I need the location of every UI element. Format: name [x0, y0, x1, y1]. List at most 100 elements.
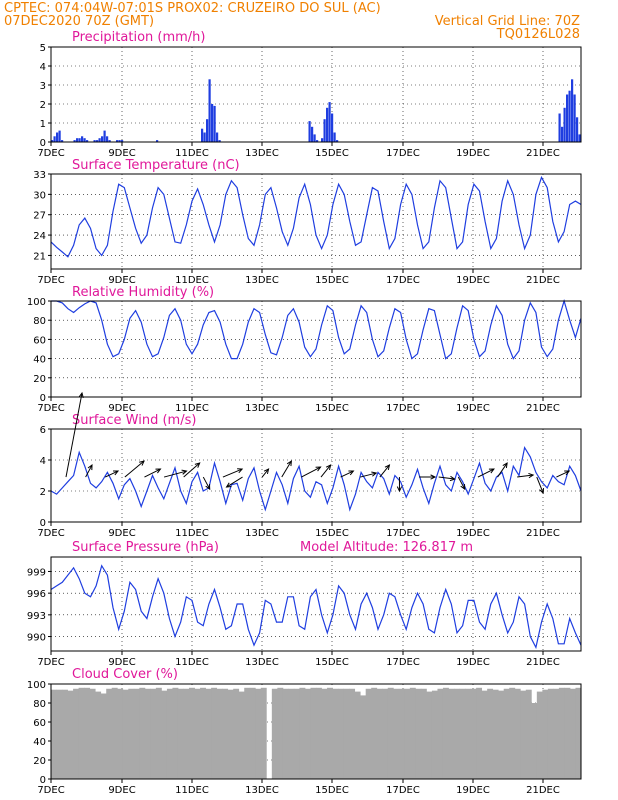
- wind-arrow: [320, 464, 331, 478]
- pressure-xtick-label: 13DEC: [245, 657, 279, 668]
- pressure-xtick-label: 15DEC: [315, 657, 349, 668]
- precip-bar: [573, 94, 576, 142]
- precip-bar: [86, 140, 89, 142]
- cloud-bar: [89, 688, 96, 779]
- precip-xtick-label: 13DEC: [245, 148, 279, 159]
- precip-bar: [566, 94, 569, 142]
- wind-arrow: [124, 460, 145, 478]
- cloud-bar: [106, 688, 113, 779]
- precip-bar: [61, 140, 64, 142]
- humidity-ytick-label: 100: [27, 297, 46, 308]
- pressure-frame: [50, 556, 582, 652]
- cloud-bar: [111, 687, 118, 779]
- cloud-bar: [100, 693, 107, 779]
- precip-bar: [208, 79, 211, 142]
- wind-xtick-label: 7DEC: [37, 528, 64, 539]
- wind-arrow: [379, 464, 390, 478]
- pressure-ytick-label: 996: [27, 589, 46, 600]
- precip-bar: [81, 136, 84, 142]
- wind-ytick-label: 2: [40, 487, 46, 498]
- precip-bar: [93, 140, 96, 142]
- pressure-xtick-label: 11DEC: [175, 657, 209, 668]
- cloud-bar: [51, 689, 57, 779]
- cloud-bar: [465, 688, 471, 779]
- cloud-ytick-label: 60: [33, 718, 46, 729]
- humidity-xtick-label: 19DEC: [456, 403, 490, 414]
- title-temperature: Surface Temperature (nC): [72, 158, 240, 173]
- title-precipitation: Precipitation (mm/h): [72, 30, 205, 45]
- humidity-xtick-label: 17DEC: [386, 403, 420, 414]
- precip-bar: [571, 79, 574, 142]
- cloud-bar: [442, 687, 449, 779]
- cloud-bar: [84, 687, 91, 779]
- precip-bar: [576, 117, 579, 142]
- wind-arrow: [163, 470, 187, 478]
- pressure-ytick-label: 990: [27, 633, 46, 644]
- cloud-xtick-label: 13DEC: [245, 785, 279, 796]
- cloud-bar: [277, 687, 284, 779]
- pressure-xtick-label: 9DEC: [108, 657, 135, 668]
- cloud-bar: [316, 687, 322, 779]
- cloud-bar: [564, 687, 571, 779]
- precip-bar: [103, 130, 106, 142]
- wind-arrow: [497, 462, 508, 478]
- precip-bar: [106, 136, 109, 142]
- cloud-bar: [288, 688, 295, 779]
- cloud-bar: [177, 688, 184, 779]
- cloud-xtick-label: 19DEC: [456, 785, 490, 796]
- precip-xtick-label: 7DEC: [37, 148, 64, 159]
- cloud-ytick-label: 100: [27, 680, 46, 691]
- cloud-ytick-label: 40: [33, 737, 46, 748]
- wind-xtick-label: 19DEC: [456, 528, 490, 539]
- cloud-bar: [420, 688, 427, 779]
- pressure-xtick-label: 7DEC: [37, 657, 64, 668]
- cloud-bar: [409, 687, 416, 779]
- precip-bar: [561, 126, 564, 142]
- cloud-xtick-label: 9DEC: [108, 785, 135, 796]
- wind-xtick-label: 13DEC: [245, 528, 279, 539]
- wind-arrow: [183, 462, 201, 478]
- precip-bar: [558, 113, 561, 142]
- cloud-bar: [299, 687, 306, 779]
- cloud-bar: [161, 690, 168, 779]
- temp-xtick-label: 7DEC: [37, 275, 64, 286]
- cloud-bar: [73, 688, 80, 779]
- precip-bar: [58, 130, 61, 142]
- precip-frame: [50, 46, 582, 143]
- wind-arrow-head: [78, 391, 84, 399]
- precip-bar: [83, 138, 86, 142]
- cloud-bar: [476, 687, 483, 779]
- wind-arrow-head: [528, 472, 535, 479]
- wind-arrow: [438, 476, 455, 480]
- cloud-bar: [393, 688, 400, 779]
- precip-bar: [51, 140, 54, 142]
- cloud-bar: [536, 691, 543, 779]
- precip-bar: [328, 102, 331, 142]
- cloud-bar: [205, 688, 212, 779]
- cloud-bar: [139, 687, 146, 779]
- cloud-ytick-label: 0: [40, 775, 46, 786]
- cloud-xtick-label: 21DEC: [526, 785, 560, 796]
- cloud-xtick-label: 17DEC: [386, 785, 420, 796]
- cloud-bar: [354, 691, 361, 779]
- wind-arrow-head: [564, 470, 571, 476]
- wind-arrow-head: [371, 471, 378, 477]
- cloud-panel: 0 20 40 60 80 100 7DEC 9DEC 11DEC 13DEC 15DEC 17DEC…: [27, 680, 582, 796]
- wind-arrow-head: [539, 488, 545, 495]
- precip-bar: [313, 134, 316, 142]
- wind-frame: [50, 428, 582, 523]
- cloud-bar: [343, 688, 350, 779]
- wind-arrow: [222, 468, 243, 478]
- pressure-xtick-label: 19DEC: [456, 657, 490, 668]
- cloud-bar: [514, 688, 521, 779]
- cloud-bar: [525, 689, 532, 779]
- humidity-ytick-label: 80: [33, 316, 46, 327]
- cloud-bar: [222, 688, 229, 779]
- precip-ytick-label: 1: [40, 119, 46, 130]
- humidity-xtick-label: 15DEC: [315, 403, 349, 414]
- temp-xtick-label: 13DEC: [245, 275, 279, 286]
- precip-bar: [156, 140, 159, 142]
- precip-bar: [116, 140, 119, 142]
- wind-arrow-head: [325, 464, 332, 471]
- cloud-bar: [310, 687, 317, 779]
